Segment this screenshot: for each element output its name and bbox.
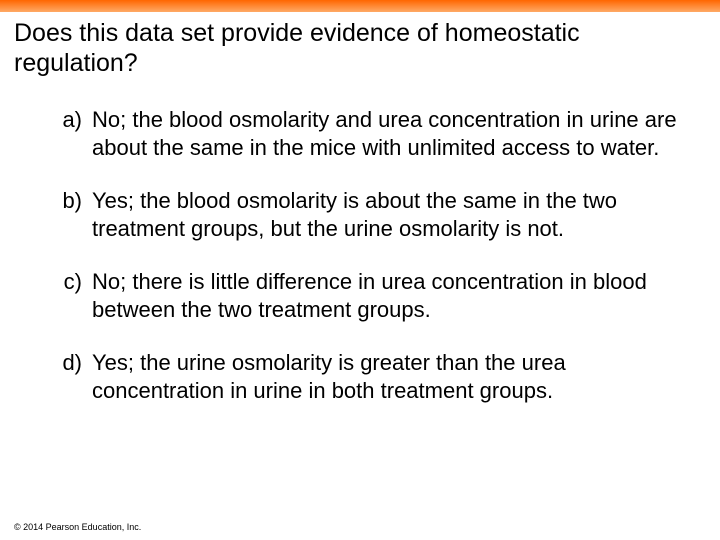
answer-letter: a) xyxy=(58,106,92,161)
answer-letter: c) xyxy=(58,268,92,323)
answer-option-a: a) No; the blood osmolarity and urea con… xyxy=(58,106,680,161)
answer-letter: b) xyxy=(58,187,92,242)
answer-text: No; the blood osmolarity and urea concen… xyxy=(92,106,680,161)
header-accent-bar xyxy=(0,0,720,12)
answer-option-c: c) No; there is little difference in ure… xyxy=(58,268,680,323)
answer-list: a) No; the blood osmolarity and urea con… xyxy=(0,78,720,404)
copyright-text: © 2014 Pearson Education, Inc. xyxy=(14,522,141,532)
answer-text: No; there is little difference in urea c… xyxy=(92,268,680,323)
answer-option-b: b) Yes; the blood osmolarity is about th… xyxy=(58,187,680,242)
answer-option-d: d) Yes; the urine osmolarity is greater … xyxy=(58,349,680,404)
answer-text: Yes; the blood osmolarity is about the s… xyxy=(92,187,680,242)
answer-text: Yes; the urine osmolarity is greater tha… xyxy=(92,349,680,404)
question-text: Does this data set provide evidence of h… xyxy=(0,12,720,78)
answer-letter: d) xyxy=(58,349,92,404)
